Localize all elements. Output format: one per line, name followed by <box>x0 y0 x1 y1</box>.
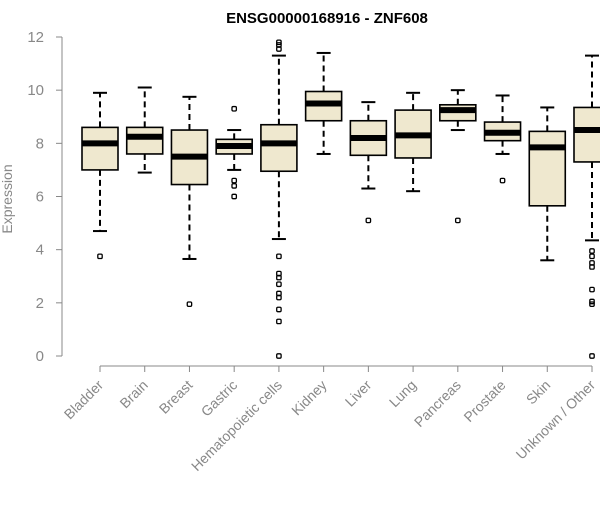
x-tick-label: Gastric <box>198 377 241 420</box>
x-tick-label: Kidney <box>288 377 330 419</box>
box-iqr <box>260 123 298 173</box>
outlier-point <box>276 318 282 325</box>
outlier-point <box>231 183 238 189</box>
x-tick-label: Skin <box>523 377 554 408</box>
x-tick-label: Prostate <box>460 377 508 425</box>
outlier-point <box>589 298 595 305</box>
outlier-point <box>186 301 193 308</box>
outlier-point <box>589 353 595 359</box>
box-group <box>528 106 567 262</box>
box-group <box>81 91 119 260</box>
x-tick-label: Brain <box>116 377 150 411</box>
outlier-point <box>276 294 282 301</box>
box-iqr <box>125 126 164 155</box>
outlier-point <box>97 253 103 260</box>
box-iqr <box>81 126 119 171</box>
box-group <box>170 95 209 308</box>
y-tick-label: 10 <box>27 82 44 99</box>
y-tick-label: 6 <box>36 189 44 206</box>
box-group <box>260 39 298 359</box>
outlier-point <box>454 217 461 224</box>
x-tick-label: Pancreas <box>411 377 464 430</box>
box-group <box>394 91 432 193</box>
box-group <box>125 86 164 174</box>
outlier-point <box>276 353 282 359</box>
outlier-point <box>276 39 282 46</box>
outlier-point <box>276 253 282 260</box>
box-group <box>349 101 388 224</box>
box-iqr <box>573 106 600 163</box>
x-tick-label: Unknown / Other <box>513 377 599 463</box>
outlier-point <box>589 253 595 260</box>
y-axis-label: Expression <box>0 164 15 233</box>
outlier-point <box>589 286 595 293</box>
x-tick-label: Bladder <box>61 377 107 423</box>
box-group <box>573 54 600 359</box>
y-tick-label: 8 <box>36 135 44 152</box>
outlier-point <box>276 281 282 288</box>
plot-area <box>81 39 600 359</box>
outlier-point <box>276 306 282 313</box>
outlier-point <box>499 177 506 184</box>
outlier-point <box>589 264 595 270</box>
y-tick-label: 2 <box>36 295 44 312</box>
y-tick-label: 12 <box>27 29 44 46</box>
outlier-point <box>589 248 595 254</box>
x-tick-label: Liver <box>342 377 375 410</box>
outlier-point <box>365 217 372 224</box>
box-group <box>483 94 522 184</box>
outlier-point <box>276 46 282 52</box>
chart-title: ENSG00000168916 - ZNF608 <box>226 10 428 27</box>
y-tick-label: 0 <box>36 348 44 365</box>
box-group <box>215 105 253 200</box>
box-iqr <box>528 130 567 207</box>
outlier-point <box>231 105 238 112</box>
y-tick-label: 4 <box>36 242 44 259</box>
outlier-point <box>231 193 238 200</box>
y-axis: 0 2 4 6 8 10 12 <box>27 29 63 365</box>
outlier-point <box>276 274 282 281</box>
box-group <box>439 89 477 224</box>
outlier-point <box>231 177 238 184</box>
outlier-point <box>589 301 595 308</box>
x-tick-label: Breast <box>156 377 196 417</box>
x-tick-label: Lung <box>386 377 419 410</box>
box-group <box>304 51 343 155</box>
